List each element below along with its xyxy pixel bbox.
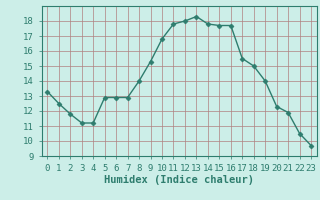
X-axis label: Humidex (Indice chaleur): Humidex (Indice chaleur) <box>104 175 254 185</box>
